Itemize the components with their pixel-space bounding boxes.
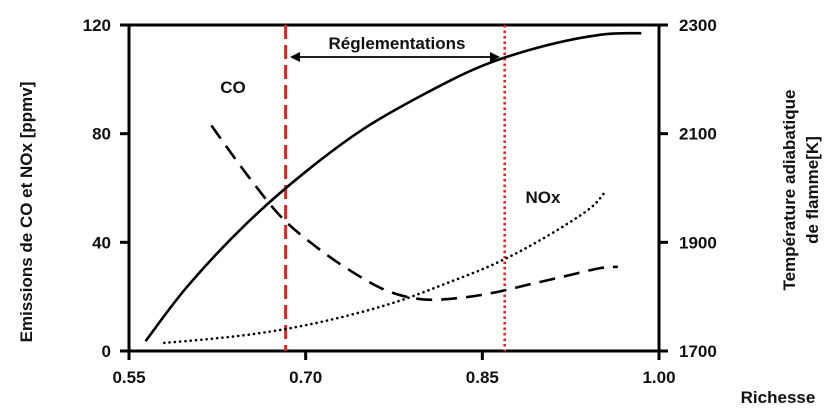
x-tick-label: 0.55	[112, 368, 145, 387]
y-axis-right-title-line1: Température adiabatique	[780, 90, 799, 291]
reglementations-label: Réglementations	[329, 34, 466, 53]
y-left-tick-label: 40	[92, 233, 111, 252]
y-axis-right-title-line2: de flamme[K]	[803, 136, 822, 244]
x-ticks: 0.55 0.70 0.85 1.00	[112, 351, 676, 387]
y-left-tick-label: 120	[83, 16, 111, 35]
y-axis-left-title: Emissions de CO et NOx [ppmv]	[17, 82, 36, 343]
x-tick-label: 0.70	[289, 368, 322, 387]
co-series-label: CO	[220, 78, 246, 97]
series-line-co	[210, 124, 618, 302]
y-ticks-left: 0 40 80 120	[83, 16, 129, 361]
series-line-temperature	[144, 31, 642, 342]
regulation-lines	[284, 25, 507, 351]
x-tick-label: 1.00	[642, 368, 675, 387]
plot-frame	[127, 23, 661, 353]
y-right-tick-label: 1900	[679, 233, 717, 252]
x-axis-title: Richesse	[741, 388, 816, 407]
nox-series-label: NOx	[526, 188, 562, 207]
series-line-nox	[163, 189, 608, 345]
y-right-tick-label: 2300	[679, 16, 717, 35]
y-left-tick-label: 80	[92, 125, 111, 144]
y-right-tick-label: 1700	[679, 342, 717, 361]
y-right-tick-label: 2100	[679, 125, 717, 144]
y-ticks-right: 1700 1900 2100 2300	[659, 16, 717, 361]
series-group	[144, 31, 642, 345]
y-left-tick-label: 0	[102, 342, 111, 361]
x-tick-label: 0.85	[466, 368, 499, 387]
reglementations-arrow	[290, 52, 500, 62]
